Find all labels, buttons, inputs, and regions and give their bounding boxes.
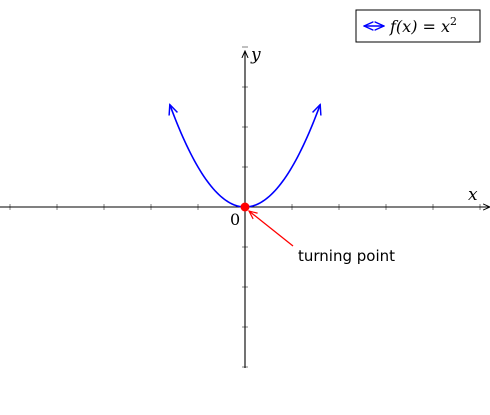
legend-label: f(x) = x2 xyxy=(389,15,457,36)
legend: f(x) = x2 xyxy=(355,9,481,43)
y-axis-label: y xyxy=(250,45,261,65)
annotation-turning-point: turning point xyxy=(298,247,395,265)
annotation-arrow xyxy=(249,211,294,247)
x-axis-label: x xyxy=(468,185,478,205)
origin-label: 0 xyxy=(230,210,240,229)
turning-point-marker xyxy=(240,202,250,212)
